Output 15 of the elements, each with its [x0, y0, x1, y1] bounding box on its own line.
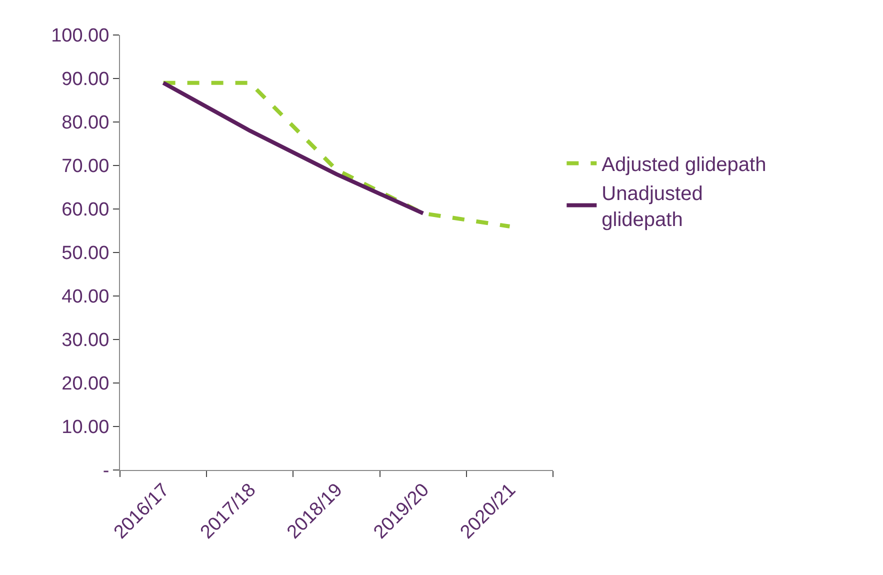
- y-tick-label: 70.00: [62, 156, 110, 178]
- legend-label: Unadjusted glidepath: [602, 183, 703, 232]
- y-tick-label: 10.00: [62, 417, 110, 438]
- line-series: [161, 80, 426, 216]
- y-tick-label: 50.00: [62, 243, 110, 264]
- line-series: [161, 80, 512, 228]
- y-tick-label: 30.00: [62, 330, 110, 352]
- y-tick-label: 60.00: [62, 200, 110, 221]
- y-tick-label: 90.00: [62, 69, 110, 90]
- legend-label: Adjusted glidepath: [602, 154, 766, 176]
- y-tick-label: 80.00: [62, 112, 110, 134]
- y-tick-label: -: [102, 460, 110, 482]
- y-tick-label: 100.00: [51, 26, 110, 47]
- y-tick-label: 20.00: [62, 374, 110, 395]
- y-tick-label: 40.00: [62, 286, 110, 308]
